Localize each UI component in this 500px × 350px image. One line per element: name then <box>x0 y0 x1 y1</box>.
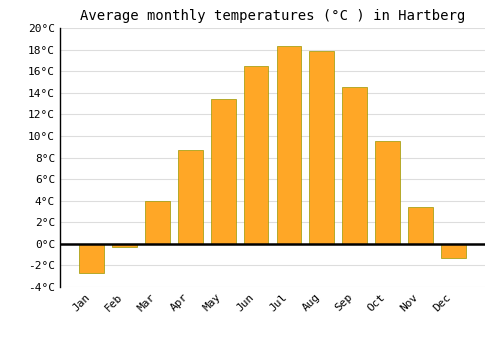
Bar <box>276 46 301 244</box>
Bar <box>211 99 236 244</box>
Bar <box>145 201 170 244</box>
Title: Average monthly temperatures (°C ) in Hartberg: Average monthly temperatures (°C ) in Ha… <box>80 9 465 23</box>
Bar <box>310 51 334 244</box>
Bar <box>112 244 137 247</box>
Bar <box>80 244 104 273</box>
Bar <box>408 207 433 244</box>
Bar <box>376 141 400 244</box>
Bar <box>244 66 268 244</box>
Bar <box>441 244 466 258</box>
Bar <box>342 88 367 244</box>
Bar <box>178 150 203 244</box>
